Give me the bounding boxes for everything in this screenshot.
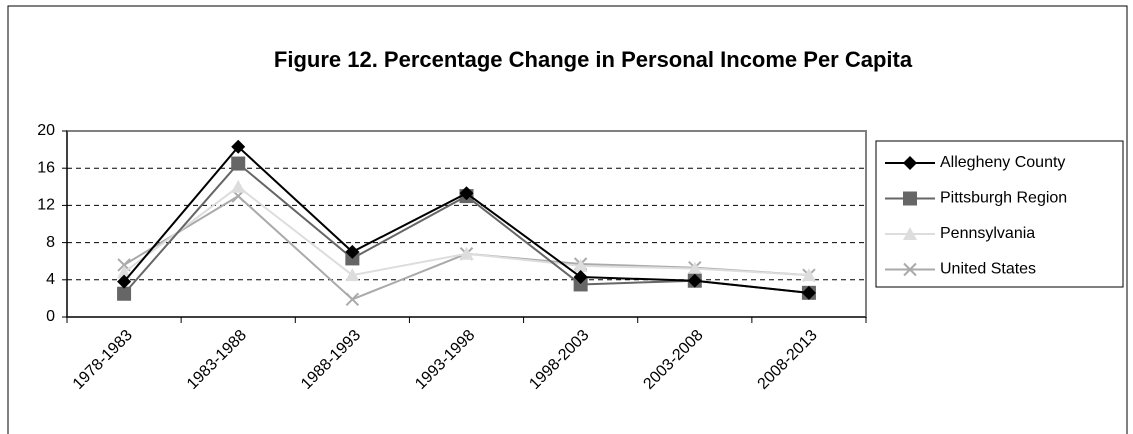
legend-label: Allegheny County bbox=[940, 154, 1065, 171]
legend-marker bbox=[903, 262, 917, 277]
chart-title: Figure 12. Percentage Change in Personal… bbox=[273, 47, 913, 72]
point-marker bbox=[801, 268, 816, 282]
y-tick-label: 12 bbox=[37, 197, 55, 214]
x-tick-label: 2008-2013 bbox=[755, 327, 821, 393]
x-tick-label: 1993-1998 bbox=[412, 327, 478, 393]
legend-marker bbox=[903, 156, 917, 170]
y-tick-label: 4 bbox=[46, 271, 55, 288]
point-marker bbox=[573, 258, 588, 272]
point-marker bbox=[345, 244, 360, 259]
point-marker bbox=[231, 139, 246, 154]
x-tick-label: 1983-1988 bbox=[184, 327, 250, 393]
point-marker bbox=[345, 292, 360, 307]
y-tick-label: 16 bbox=[37, 159, 55, 176]
series-line bbox=[123, 162, 810, 295]
x-tick-label: 1978-1983 bbox=[70, 327, 136, 393]
chart-border bbox=[7, 5, 1128, 434]
point-marker bbox=[687, 273, 702, 288]
y-tick-label: 0 bbox=[46, 308, 55, 325]
point-marker bbox=[801, 285, 816, 300]
point-marker bbox=[117, 265, 132, 279]
x-tick-label: 1998-2003 bbox=[526, 327, 592, 393]
point-marker bbox=[459, 186, 474, 201]
legend-marker bbox=[903, 227, 917, 240]
y-tick-label: 20 bbox=[37, 122, 55, 139]
y-tick-label: 8 bbox=[46, 234, 55, 251]
legend-label: Pennsylvania bbox=[940, 225, 1035, 242]
x-tick-label: 2003-2008 bbox=[640, 327, 706, 393]
legend-marker bbox=[903, 191, 917, 206]
point-marker bbox=[345, 268, 360, 282]
point-marker bbox=[459, 246, 474, 260]
point-marker bbox=[573, 277, 588, 292]
series-line bbox=[123, 145, 810, 294]
point-marker bbox=[687, 261, 702, 275]
point-marker bbox=[117, 274, 132, 289]
point-marker bbox=[231, 179, 246, 193]
x-tick-label: 1988-1993 bbox=[298, 327, 364, 393]
legend-label: Pittsburgh Region bbox=[940, 190, 1067, 207]
legend-label: United States bbox=[940, 261, 1036, 278]
legend-box bbox=[875, 140, 1124, 288]
point-marker bbox=[117, 286, 132, 301]
point-marker bbox=[573, 270, 588, 285]
plot-border bbox=[66, 130, 867, 318]
point-marker bbox=[231, 156, 246, 171]
